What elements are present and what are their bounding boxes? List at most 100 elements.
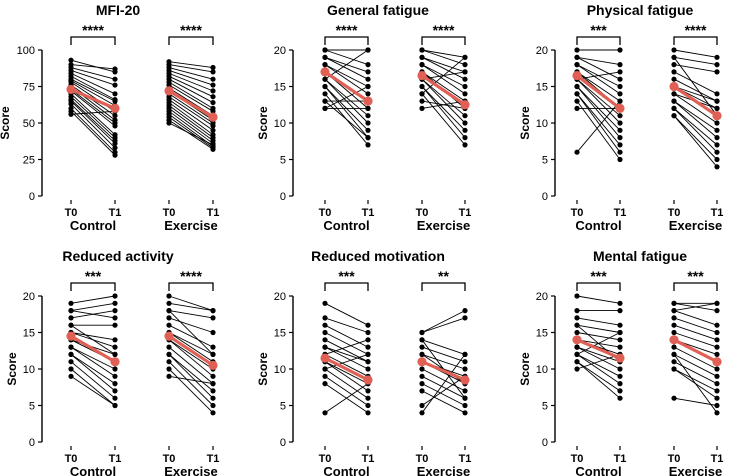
subject-line [673, 332, 718, 348]
x-tick-label-t0: T0 [668, 207, 681, 219]
subject-point-t1 [112, 366, 118, 372]
subject-point-t1 [714, 373, 720, 379]
subject-point-t0 [574, 308, 580, 314]
x-tick-label-t1: T1 [711, 207, 724, 219]
subject-line [70, 100, 116, 144]
subject-point-t1 [714, 149, 720, 155]
subject-line [70, 72, 116, 95]
significance-label: *** [687, 268, 704, 284]
subject-point-t0 [419, 105, 425, 111]
subject-point-t0 [419, 337, 425, 343]
subject-point-t0 [419, 91, 425, 97]
subject-point-t0 [322, 373, 328, 379]
subject-line [168, 332, 214, 355]
subject-point-t1 [210, 123, 216, 129]
subject-point-t0 [419, 54, 425, 60]
subject-point-t1 [365, 47, 371, 53]
subject-point-t1 [462, 127, 468, 133]
subject-point-t1 [714, 329, 720, 336]
y-tick-label: 0 [542, 437, 548, 449]
subject-point-t0 [671, 91, 677, 97]
subject-point-t1 [210, 127, 216, 133]
y-tick-label: 25 [23, 155, 35, 167]
y-tick-label: 0 [29, 191, 35, 203]
subject-line [168, 339, 214, 377]
subject-point-t1 [617, 113, 623, 119]
subject-point-t0 [68, 322, 74, 328]
subject-point-t1 [617, 322, 623, 328]
subject-point-t1 [365, 366, 371, 372]
subject-point-t1 [210, 82, 216, 88]
significance-bracket [168, 36, 214, 45]
subject-line [324, 302, 369, 326]
mean-line [673, 85, 718, 118]
significance-label: *** [590, 268, 607, 284]
subject-line [324, 346, 369, 370]
subject-point-t0 [671, 344, 677, 350]
subject-line [421, 383, 466, 406]
subject-point-t1 [112, 351, 118, 357]
subject-point-t1 [462, 54, 468, 60]
subject-point-t0 [68, 57, 74, 63]
subject-point-t0 [166, 351, 172, 357]
y-axis-label: Score [0, 106, 12, 140]
subject-point-t1 [112, 66, 118, 72]
subject-point-t1 [112, 308, 118, 314]
subject-point-t1 [365, 322, 371, 328]
subject-point-t1 [617, 366, 623, 372]
subject-line [421, 71, 466, 102]
subject-point-t1 [714, 54, 720, 60]
y-tick-label: 0 [542, 191, 548, 203]
subject-line [168, 375, 214, 385]
subject-point-t0 [166, 344, 172, 350]
subject-point-t1 [365, 395, 371, 401]
subject-point-t0 [671, 300, 677, 306]
subject-point-t1 [112, 123, 118, 129]
subject-point-t0 [68, 315, 74, 321]
subject-point-t1 [714, 98, 720, 104]
subject-point-t0 [671, 359, 677, 365]
mean-line [168, 334, 214, 367]
subject-point-t1 [714, 322, 720, 328]
subject-point-t0 [166, 366, 172, 372]
group-label: Control [323, 464, 369, 476]
subject-point-t1 [112, 293, 118, 299]
subject-line [576, 86, 621, 138]
subject-line [421, 375, 466, 406]
mean-line [673, 338, 718, 364]
chart-title: Physical fatigue [587, 2, 694, 18]
subject-point-t1 [714, 120, 720, 126]
subject-point-t1 [714, 388, 720, 394]
x-tick-label-t0: T0 [416, 207, 429, 219]
subject-point-t1 [617, 381, 623, 387]
subject-point-t0 [322, 300, 328, 306]
mean-line [324, 70, 369, 103]
subject-line [673, 361, 718, 385]
subject-point-t0 [574, 359, 580, 365]
subject-point-t0 [322, 83, 328, 90]
x-tick-label-t0: T0 [163, 207, 176, 219]
subject-point-t1 [210, 410, 216, 416]
subject-point-t1 [210, 395, 216, 401]
subject-point-t1 [617, 337, 623, 343]
subject-point-t1 [112, 344, 118, 350]
subject-line [324, 56, 369, 80]
subject-line [70, 108, 116, 153]
subject-point-t0 [671, 105, 677, 111]
group-label: Control [575, 464, 621, 476]
subject-point-t1 [462, 351, 468, 357]
x-tick-label-t1: T1 [459, 453, 472, 465]
subject-point-t0 [166, 373, 172, 379]
y-axis-label: Score [256, 352, 270, 386]
subject-line [576, 361, 621, 399]
subject-line [70, 110, 116, 115]
subject-point-t1 [210, 69, 216, 75]
subject-point-t1 [112, 113, 118, 119]
mean-line [168, 89, 214, 119]
subject-point-t0 [574, 83, 580, 90]
subject-point-t1 [714, 164, 720, 170]
x-tick-label-t1: T1 [362, 207, 375, 219]
mean-line [421, 74, 466, 107]
subject-line [421, 64, 466, 95]
subject-line [70, 64, 116, 70]
